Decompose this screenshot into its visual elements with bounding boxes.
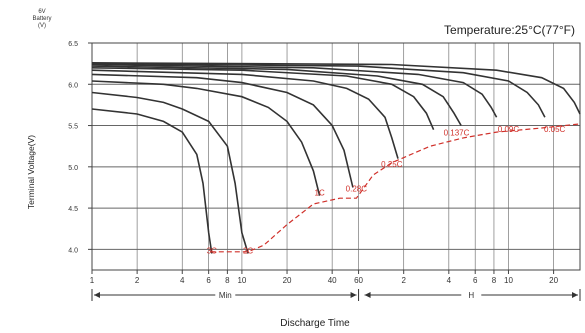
series-label: 0.05C [544, 125, 566, 134]
x-group-label-bg [215, 290, 236, 300]
x-tick-label: 6 [206, 276, 211, 285]
y-tick-label: 5.0 [68, 165, 78, 172]
x-group-indicators: Min H [91, 289, 581, 301]
x-group-label: H [468, 291, 474, 300]
x-tick-label: 1 [90, 276, 95, 285]
x-tick-label: 8 [225, 276, 230, 285]
y-tick-label: 5.5 [68, 124, 78, 131]
plot-area-border [91, 42, 581, 271]
x-group-label: Min [219, 291, 232, 300]
y-tick-label: 4.0 [68, 247, 78, 254]
y-tick-label: 4.5 [68, 206, 78, 213]
series-line [91, 73, 354, 188]
x-tick-label: 20 [283, 276, 292, 285]
x-group-arrow-left [94, 292, 100, 298]
series-label: 0.25C [381, 160, 403, 169]
y-unit-header-line: (V) [38, 23, 46, 29]
series-label: 1C [315, 189, 325, 198]
chart-title: Temperature:25°C(77°F) [444, 23, 575, 37]
x-group-arrow-right [572, 292, 578, 298]
series-line [91, 108, 213, 254]
x-ticks: 1 2 4 6 8 10 20 40 60 2 4 6 8 10 20 [90, 270, 559, 285]
y-tick-label: 6.0 [68, 82, 78, 89]
x-group-arrow-right [350, 292, 357, 298]
x-tick-label: 4 [180, 276, 185, 285]
series-curves [91, 62, 581, 254]
x-tick-label: 4 [447, 276, 452, 285]
x-tick-label: 20 [549, 276, 558, 285]
x-tick-label: 6 [473, 276, 478, 285]
cutoff-curve [210, 123, 581, 253]
series-line [91, 80, 321, 196]
x-tick-label: 8 [492, 276, 497, 285]
series-line [91, 65, 462, 126]
grid [91, 42, 580, 270]
x-group-arrow-left [364, 292, 371, 298]
x-tick-label: 2 [401, 276, 406, 285]
y-tick-label: 6.5 [68, 41, 78, 48]
x-axis-label: Discharge Time [280, 318, 350, 329]
series-labels: 3C 2C 1C 0.28C 0.25C 0.137C 0.09C 0.05C [207, 125, 566, 255]
x-tick-label: 10 [237, 276, 246, 285]
x-tick-label: 10 [504, 276, 513, 285]
x-tick-label: 2 [135, 276, 140, 285]
y-axis-label: Terminal Voltage(V) [26, 135, 36, 209]
series-line [91, 62, 546, 118]
series-line [91, 62, 581, 115]
y-unit-header-line: 6V [38, 9, 45, 15]
series-label: 2C [243, 246, 253, 255]
y-ticks: 6.5 6.0 5.5 5.0 4.5 4.0 [68, 41, 92, 254]
x-tick-label: 40 [328, 276, 337, 285]
series-label: 0.28C [346, 185, 368, 194]
series-line [91, 91, 249, 254]
series-label: 0.137C [444, 128, 470, 137]
x-group-label-bg [461, 290, 482, 300]
y-unit-header-line: Battery [32, 16, 51, 22]
series-line [91, 69, 399, 159]
series-line [91, 63, 498, 118]
series-line [91, 67, 435, 131]
x-tick-label: 60 [354, 276, 363, 285]
cutoff-line [210, 123, 581, 253]
series-label: 3C [207, 246, 217, 255]
series-label: 0.09C [498, 125, 520, 134]
